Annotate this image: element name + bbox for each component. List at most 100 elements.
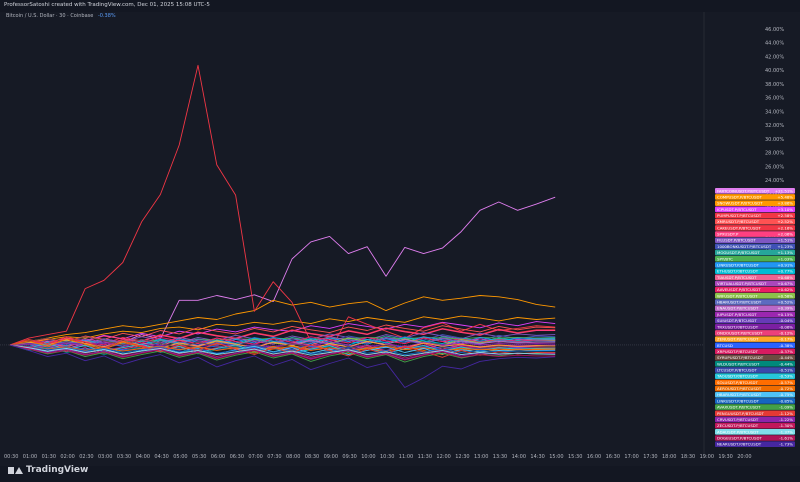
x-tick-label: 07:30 <box>267 454 281 460</box>
series-label-value: +0.52% <box>777 300 793 305</box>
series-label-background <box>715 200 795 206</box>
series-value-label: AEROUSDT.P/BTCUSDT -0.72% <box>715 385 795 392</box>
series-label-background <box>715 286 795 293</box>
series-label-background <box>715 404 795 410</box>
x-tick-label: 03:30 <box>117 454 131 460</box>
series-label-value: -1.61% <box>779 436 793 441</box>
line-chart[interactable]: 46.00% 44.00% 42.00% 40.00% 38.00% 36.00% 34.0… <box>0 12 800 466</box>
series-label-name: ZENUSDT.P/BTCUSDT <box>717 337 759 342</box>
series-label-name: FARTCOINUSDT.P/BTCUSDT <box>717 188 770 193</box>
series-label-value: -1.09% <box>779 405 793 410</box>
series-value-label: HBARUSDT.P/BTCUSDT +0.52% <box>715 299 795 305</box>
x-tick-label: 17:30 <box>643 454 657 460</box>
series-label-background <box>715 206 795 213</box>
series-label-value: -0.38% <box>779 343 793 348</box>
series-label-value: -1.12% <box>779 411 793 416</box>
series-value-label: VIRTUALUSDT.P/BTCUSDT +0.67% <box>715 280 795 287</box>
series-label-name: SPY/BTC <box>717 256 733 261</box>
series-value-label: TIAUSDT.P/BTCUSDT +0.68% <box>715 274 795 281</box>
series-value-label: TRXUSDT.P/BTCUSDT -0.06% <box>715 323 795 330</box>
series-label-background <box>715 299 795 305</box>
series-value-label: LINKUSDT.P/BTCUSDT +0.91% <box>715 262 795 268</box>
series-label-name: BTCUSD <box>717 343 733 348</box>
series-label-background <box>715 361 795 367</box>
series-label-name: JUPUSDT.P/BTCUSDT <box>716 312 757 317</box>
series-value-label: JUPUSDT.P/BTCUSDT +0.15% <box>715 311 795 318</box>
x-tick-label: 18:30 <box>681 454 695 460</box>
series-label-background <box>715 441 795 447</box>
series-label-value: +0.15% <box>777 312 793 317</box>
series-label-name: ENAUSDT.P/BTCUSDT <box>717 306 759 311</box>
series-line <box>9 344 556 363</box>
series-label-background <box>715 293 795 299</box>
series-label-background <box>715 188 795 194</box>
series-value-label: SPXUSDT.P +2.06% <box>715 231 795 237</box>
series-value-label: FARTCOINUSDT.P/BTCUSDT +21.51% <box>715 188 795 194</box>
series-value-label: AAVEUSDT.P/BTCUSDT +0.62% <box>715 286 795 293</box>
series-label-value: -0.85% <box>779 398 793 403</box>
series-value-label: DOGEUSDT.P/BTCUSDT -1.61% <box>715 435 795 441</box>
series-label-background <box>715 280 795 287</box>
series-line <box>9 196 556 348</box>
series-label-name: CAKEUSDT.P/BTCUSDT <box>717 225 761 230</box>
series-label-value: +1.23% <box>777 244 793 249</box>
series-label-name: NEARUSDT.P/BTCUSDT <box>717 442 762 447</box>
x-tick-label: 01:30 <box>42 454 56 460</box>
y-tick-label: 36.00% <box>765 96 784 102</box>
series-value-label: HBARUSDT.P/BTCUSDT -0.75% <box>715 391 795 398</box>
series-label-background <box>715 231 795 237</box>
series-label-background <box>715 422 795 429</box>
series-label-value: -0.44% <box>779 361 793 366</box>
series-label-name: XRPUSDT.P/BTCUSDT <box>717 349 759 354</box>
series-label-background <box>715 194 795 200</box>
x-tick-label: 16:00 <box>587 454 601 460</box>
tradingview-logo[interactable]: TradingView <box>8 465 88 475</box>
series-label-background <box>715 391 795 398</box>
series-value-label: ADAUSDT.P/BTCUSDT -1.37% <box>715 429 795 435</box>
series-line <box>9 336 556 358</box>
series-line <box>9 315 556 346</box>
x-tick-label: 14:30 <box>530 454 544 460</box>
series-label-name: CRVUSDT.P/BTCUSDT <box>717 417 759 422</box>
symbol-legend[interactable]: Bitcoin / U.S. Dollar · 30 · Coinbase -0… <box>6 13 116 19</box>
x-tick-label: 04:00 <box>136 454 150 460</box>
series-line <box>9 338 556 356</box>
series-label-value: -1.73% <box>779 442 793 447</box>
series-label-background <box>715 249 795 256</box>
series-value-label: AVAXUSDT.P/BTCUSDT -1.09% <box>715 404 795 410</box>
series-label-background <box>715 243 795 250</box>
series-label-name: ICPUSDT.P/BTCUSDT <box>717 207 757 212</box>
series-label-value: -1.37% <box>779 429 793 434</box>
series-line <box>9 327 556 346</box>
series-label-name: PUMPUSDT.P/BTCUSDT <box>717 213 762 218</box>
series-label-background <box>715 268 795 274</box>
series-label-background <box>715 336 795 342</box>
y-tick-label: 26.00% <box>765 164 784 170</box>
series-last-value-labels: FARTCOINUSDT.P/BTCUSDT +21.51%COMPUSDT.P/… <box>715 188 795 447</box>
series-line <box>9 337 556 347</box>
series-value-label: SUIUSDT.P/BTCUSDT -0.04% <box>715 317 795 324</box>
series-label-background <box>715 323 795 330</box>
series-line <box>9 344 556 357</box>
y-tick-label: 32.00% <box>765 123 784 129</box>
series-label-value: +2.16% <box>777 225 793 230</box>
series-label-background <box>715 212 795 219</box>
x-tick-label: 16:30 <box>606 454 620 460</box>
series-label-name: HBARUSDT.P/BTCUSDT <box>717 392 762 397</box>
y-tick-label: 42.00% <box>765 54 784 60</box>
series-label-name: SOLUSDT.P/BTCUSDT <box>717 380 758 385</box>
series-label-background <box>715 305 795 312</box>
x-axis: 00:30 01:00 01:30 02:00 02:30 03:00 03:30 04:00… <box>4 454 752 460</box>
series-value-label: NEARUSDT.P/BTCUSDT -1.73% <box>715 441 795 447</box>
chart-area[interactable]: 46.00% 44.00% 42.00% 40.00% 38.00% 36.00% 34.0… <box>0 12 800 466</box>
series-value-label: 1000BONKUSDT.P/BTCUSDT +1.23% <box>715 243 795 250</box>
series-label-value: +1.13% <box>777 250 793 255</box>
x-tick-label: 10:30 <box>380 454 394 460</box>
x-tick-label: 02:00 <box>60 454 74 460</box>
x-tick-label: 15:00 <box>549 454 563 460</box>
x-tick-label: 15:30 <box>568 454 582 460</box>
series-label-background <box>715 348 795 355</box>
series-label-value: +0.77% <box>777 269 793 274</box>
x-tick-label: 05:30 <box>192 454 206 460</box>
x-tick-label: 17:00 <box>624 454 638 460</box>
